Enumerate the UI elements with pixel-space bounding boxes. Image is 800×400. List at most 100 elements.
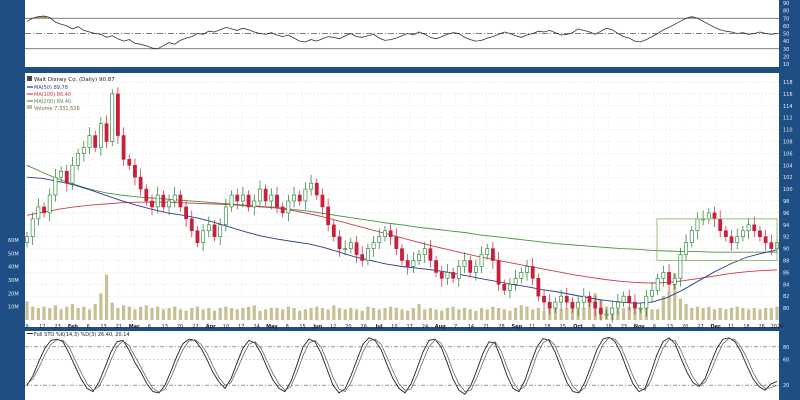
price-y-tick: 96 bbox=[783, 211, 789, 217]
volume-bar bbox=[752, 308, 756, 320]
x-axis-label: 27 bbox=[192, 324, 198, 330]
rsi-y-tick: 70 bbox=[783, 16, 789, 22]
candle-up bbox=[576, 301, 581, 309]
candle-down bbox=[133, 165, 137, 178]
candle-up bbox=[172, 194, 177, 202]
candle-up bbox=[655, 278, 660, 291]
volume-bar bbox=[769, 308, 773, 320]
candle-down bbox=[542, 295, 546, 303]
stochastic-legend-text: Full STO %K(14,3) %D(3) 26.40, 20.14 bbox=[34, 332, 130, 338]
x-axis-label: 26 bbox=[759, 324, 765, 330]
consolidation-box bbox=[656, 218, 778, 261]
price-y-tick: 102 bbox=[783, 175, 793, 181]
x-axis-label: 6 bbox=[87, 324, 90, 330]
volume-bar bbox=[656, 309, 660, 320]
volume-bar bbox=[70, 304, 75, 320]
volume-bar bbox=[650, 309, 654, 320]
candle-up bbox=[98, 123, 103, 148]
candle-down bbox=[314, 182, 319, 196]
volume-bar bbox=[93, 304, 97, 320]
volume-bar bbox=[309, 308, 313, 320]
candle-up bbox=[377, 236, 382, 243]
candle-down bbox=[104, 123, 109, 142]
candle-down bbox=[127, 159, 132, 166]
candle-down bbox=[121, 135, 126, 160]
price-panel bbox=[25, 73, 779, 327]
candle-up bbox=[445, 272, 450, 279]
x-axis-label: 24 bbox=[253, 324, 259, 330]
rsi-overbought-fill bbox=[35, 16, 42, 19]
volume-bar bbox=[31, 306, 35, 320]
x-axis-label: May bbox=[266, 324, 278, 330]
rsi-y-tick: 20 bbox=[783, 54, 789, 60]
candle-up bbox=[411, 260, 416, 267]
stochastic-y-tick: 80 bbox=[783, 345, 789, 351]
legend-title: Walt Disney Co. (Daily) 90.87 bbox=[34, 77, 115, 83]
volume-axis-tick: 40M bbox=[8, 265, 19, 271]
price-y-tick: 114 bbox=[783, 104, 793, 110]
stochastic-y-tick: 20 bbox=[783, 383, 789, 389]
x-axis-label: 17 bbox=[238, 324, 244, 330]
candle-down bbox=[354, 242, 359, 255]
volume-bar bbox=[161, 309, 165, 320]
candle-down bbox=[712, 212, 717, 220]
volume-bar bbox=[718, 308, 722, 320]
legend-swatch-volume bbox=[27, 105, 32, 109]
candle-up bbox=[292, 194, 296, 202]
price-y-tick: 116 bbox=[783, 92, 793, 98]
volume-bar bbox=[76, 308, 80, 320]
candle-down bbox=[598, 307, 603, 315]
price-y-tick: 94 bbox=[783, 223, 789, 229]
volume-bar bbox=[298, 310, 302, 320]
candle-up bbox=[366, 248, 370, 261]
volume-bar bbox=[695, 306, 700, 320]
volume-bar bbox=[758, 309, 762, 320]
x-axis-label: 21 bbox=[483, 324, 489, 330]
volume-bar bbox=[479, 308, 484, 320]
price-legend: Walt Disney Co. (Daily) 90.87 MA(50) 89.… bbox=[27, 76, 115, 112]
volume-bar bbox=[264, 309, 268, 320]
volume-bar bbox=[525, 306, 529, 320]
candle-up bbox=[746, 224, 751, 232]
volume-bar bbox=[741, 308, 745, 320]
volume-bar bbox=[354, 309, 359, 320]
volume-bar bbox=[127, 306, 131, 320]
volume-bar bbox=[241, 308, 245, 320]
volume-bar bbox=[536, 308, 540, 320]
candle-up bbox=[525, 266, 529, 273]
candle-up bbox=[695, 218, 700, 232]
x-axis-label: 20 bbox=[682, 324, 688, 330]
candle-down bbox=[297, 194, 302, 202]
volume-axis-tick: 50M bbox=[8, 251, 19, 257]
candle-up bbox=[706, 212, 711, 220]
stochastic-legend: Full STO %K(14,3) %D(3) 26.40, 20.14 bbox=[27, 332, 130, 338]
candle-down bbox=[320, 194, 325, 208]
candle-up bbox=[229, 194, 234, 208]
volume-bar bbox=[87, 309, 92, 320]
candle-down bbox=[428, 248, 433, 261]
candle-up bbox=[650, 289, 654, 297]
price-y-tick: 112 bbox=[783, 116, 793, 122]
candle-up bbox=[303, 188, 308, 202]
x-axis-label: 6 bbox=[653, 324, 656, 330]
candle-down bbox=[502, 283, 507, 291]
volume-bar bbox=[303, 309, 308, 320]
candle-down bbox=[763, 236, 768, 243]
x-axis-label: 10 bbox=[223, 324, 229, 330]
volume-bar bbox=[519, 305, 523, 320]
candle-down bbox=[439, 272, 444, 279]
candle-up bbox=[167, 200, 171, 208]
candle-down bbox=[184, 206, 188, 220]
candle-down bbox=[667, 272, 671, 285]
volume-bar bbox=[389, 306, 393, 320]
x-axis-label: 9 bbox=[25, 324, 28, 330]
stochastic-y-tick: 60 bbox=[783, 358, 789, 364]
candle-down bbox=[394, 236, 399, 249]
volume-bar bbox=[462, 308, 467, 320]
candle-down bbox=[235, 194, 240, 202]
candle-down bbox=[337, 236, 342, 249]
volume-bar bbox=[167, 308, 171, 320]
x-axis-label: 13 bbox=[667, 324, 673, 330]
x-axis-label: Oct bbox=[573, 324, 583, 330]
candle-up bbox=[30, 218, 35, 238]
